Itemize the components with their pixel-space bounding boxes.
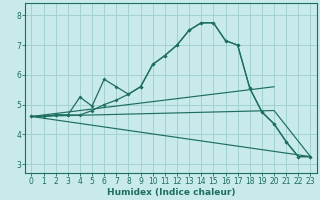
X-axis label: Humidex (Indice chaleur): Humidex (Indice chaleur) xyxy=(107,188,235,197)
